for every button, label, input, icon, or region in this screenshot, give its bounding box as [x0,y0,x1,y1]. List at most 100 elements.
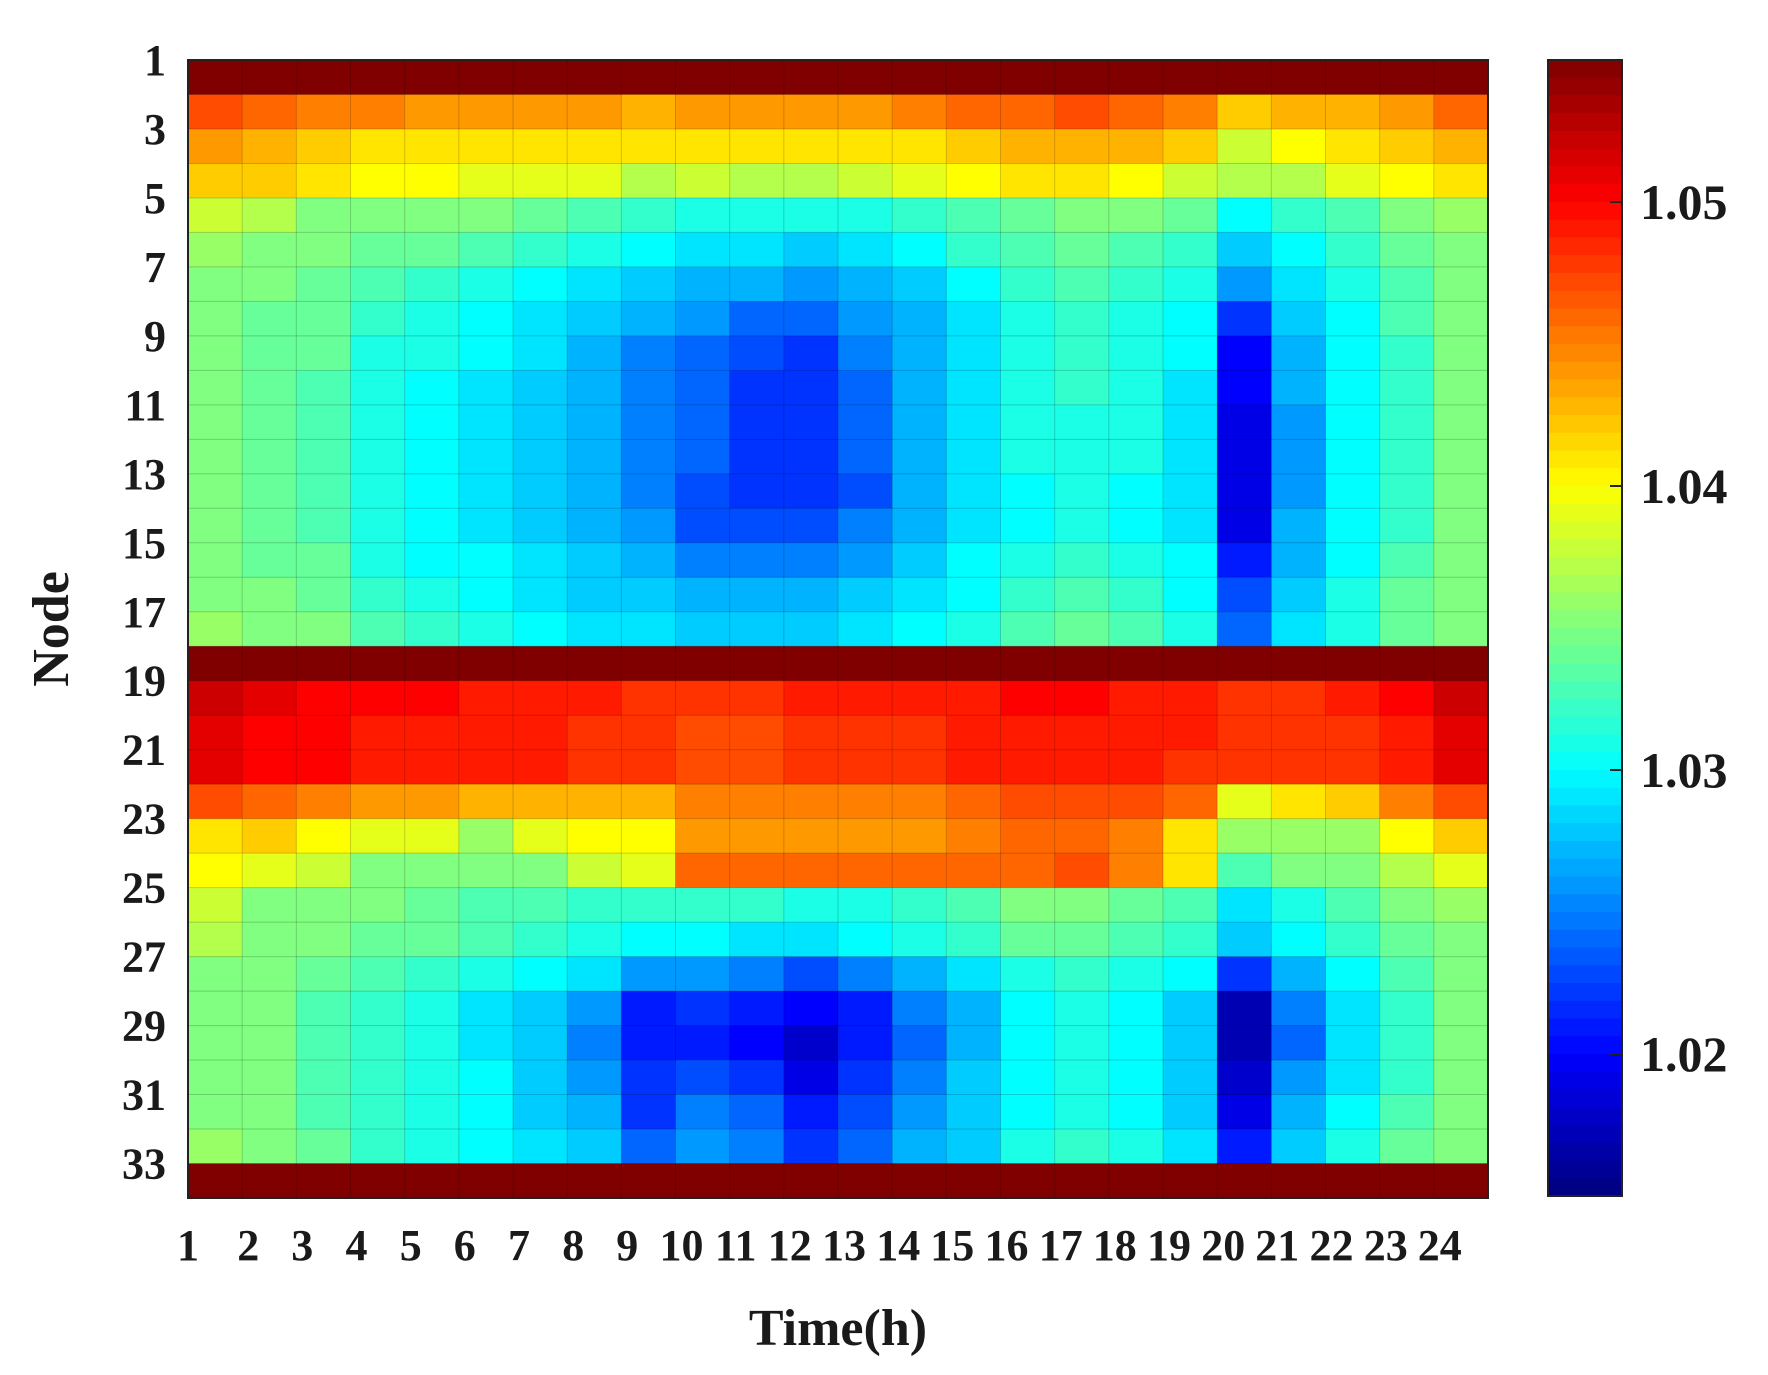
heatmap-cell-node13-t12 [783,473,839,509]
heatmap-cell-node15-t18 [1108,542,1164,578]
heatmap-cell-node6-t3 [296,232,352,268]
heatmap-cell-node21-t15 [946,749,1002,785]
colorbar-segment [1548,539,1622,558]
heatmap-cell-node14-t12 [783,508,839,544]
heatmap-cell-node6-t23 [1379,232,1435,268]
heatmap-cell-node13-t3 [296,473,352,509]
heatmap-cell-node12-t17 [1054,439,1110,475]
heatmap-cell-node24-t19 [1163,853,1218,889]
heatmap-cell-node8-t2 [242,301,297,337]
heatmap-cell-node8-t18 [1108,301,1164,337]
heatmap-cell-node8-t22 [1325,301,1381,337]
heatmap-cell-node14-t8 [567,508,622,544]
heatmap-cell-node2-t19 [1163,94,1218,130]
heatmap-cell-node7-t12 [783,266,839,302]
heatmap-cell-node9-t21 [1271,335,1327,371]
heatmap-cell-node23-t3 [296,818,352,854]
heatmap-cell-node10-t1 [188,370,243,406]
heatmap-cell-node1-t24 [1433,60,1489,96]
colorbar-segment [1548,344,1622,363]
heatmap-cell-node29-t22 [1325,1025,1381,1061]
heatmap-cell-node11-t10 [675,404,731,440]
heatmap-cell-node8-t6 [458,301,514,337]
x-tick-label: 20 [1201,1221,1245,1270]
heatmap-cell-node27-t5 [404,956,460,992]
heatmap-cell-node10-t23 [1379,370,1435,406]
heatmap-cell-node15-t8 [567,542,622,578]
heatmap-cell-node25-t5 [404,887,460,923]
heatmap-cell-node2-t16 [1000,94,1056,130]
heatmap-cell-node23-t15 [946,818,1002,854]
heatmap-cell-node4-t5 [404,163,460,199]
heatmap-cell-node31-t21 [1271,1094,1327,1130]
heatmap-cell-node1-t8 [567,60,622,96]
heatmap-cell-node27-t6 [458,956,514,992]
heatmap-cell-node33-t1 [188,1163,243,1199]
heatmap-cell-node29-t7 [513,1025,568,1061]
heatmap-cell-node19-t4 [350,680,406,716]
heatmap-cell-node6-t19 [1163,232,1218,268]
heatmap-cell-node26-t15 [946,922,1002,958]
heatmap-cell-node31-t24 [1433,1094,1489,1130]
heatmap-cell-node3-t3 [296,128,352,165]
heatmap-cell-node2-t3 [296,94,352,130]
y-tick-label: 9 [144,312,166,361]
heatmap-cell-node4-t22 [1325,163,1381,199]
heatmap-cell-node4-t2 [242,163,297,199]
heatmap-cell-node12-t14 [892,439,947,475]
heatmap-cell-node18-t22 [1325,646,1381,682]
heatmap-cell-node7-t4 [350,266,406,302]
heatmap-cell-node20-t10 [675,715,731,751]
heatmap-cell-node20-t9 [621,715,677,751]
heatmap-cell-node16-t19 [1163,577,1218,613]
heatmap-cell-node20-t2 [242,715,297,751]
heatmap-cell-node19-t13 [838,680,893,716]
colorbar-segment [1548,1160,1622,1179]
heatmap-cell-node10-t3 [296,370,352,406]
heatmap-cell-node24-t7 [513,853,568,889]
heatmap-cell-node21-t6 [458,749,514,785]
heatmap-cell-node3-t17 [1054,128,1110,165]
heatmap-cell-node9-t17 [1054,335,1110,371]
heatmap-cell-node11-t17 [1054,404,1110,440]
heatmap-cell-node25-t15 [946,887,1002,923]
heatmap-cell-node14-t22 [1325,508,1381,544]
heatmap-cell-node7-t13 [838,266,893,302]
heatmap-cell-node19-t23 [1379,680,1435,716]
heatmap-cell-node8-t8 [567,301,622,337]
heatmap-cell-node14-t5 [404,508,460,544]
colorbar-segment [1548,1036,1622,1055]
heatmap-cell-node32-t20 [1217,1129,1272,1165]
heatmap-cell-node30-t13 [838,1060,893,1096]
heatmap-cell-node12-t3 [296,439,352,475]
heatmap-cell-node12-t18 [1108,439,1164,475]
heatmap-cell-node7-t10 [675,266,731,302]
heatmap-cell-node26-t13 [838,922,893,958]
heatmap-cell-node26-t12 [783,922,839,958]
heatmap-cell-node19-t5 [404,680,460,716]
heatmap-cell-node2-t24 [1433,94,1489,130]
heatmap-cell-node5-t10 [675,197,731,234]
heatmap-cell-node16-t23 [1379,577,1435,613]
heatmap-cell-node27-t14 [892,956,947,992]
heatmap-cell-node4-t4 [350,163,406,199]
heatmap-cell-node16-t5 [404,577,460,613]
heatmap-cell-node19-t9 [621,680,677,716]
heatmap-cell-node24-t24 [1433,853,1489,889]
heatmap-cell-node14-t6 [458,508,514,544]
heatmap-cell-node22-t16 [1000,784,1056,820]
heatmap-cell-node29-t2 [242,1025,297,1061]
heatmap-cell-node32-t7 [513,1129,568,1165]
heatmap-cell-node24-t3 [296,853,352,889]
heatmap-cell-node12-t21 [1271,439,1327,475]
heatmap-cell-node5-t8 [567,197,622,234]
x-tick-label: 1 [177,1221,199,1270]
heatmap-cell-node5-t22 [1325,197,1381,234]
heatmap-cell-node18-t2 [242,646,297,682]
heatmap-cell-node8-t16 [1000,301,1056,337]
heatmap-cell-node20-t24 [1433,715,1489,751]
x-tick-label: 16 [985,1221,1029,1270]
heatmap-cell-node14-t4 [350,508,406,544]
heatmap-cell-node13-t24 [1433,473,1489,509]
heatmap-cell-node9-t20 [1217,335,1272,371]
